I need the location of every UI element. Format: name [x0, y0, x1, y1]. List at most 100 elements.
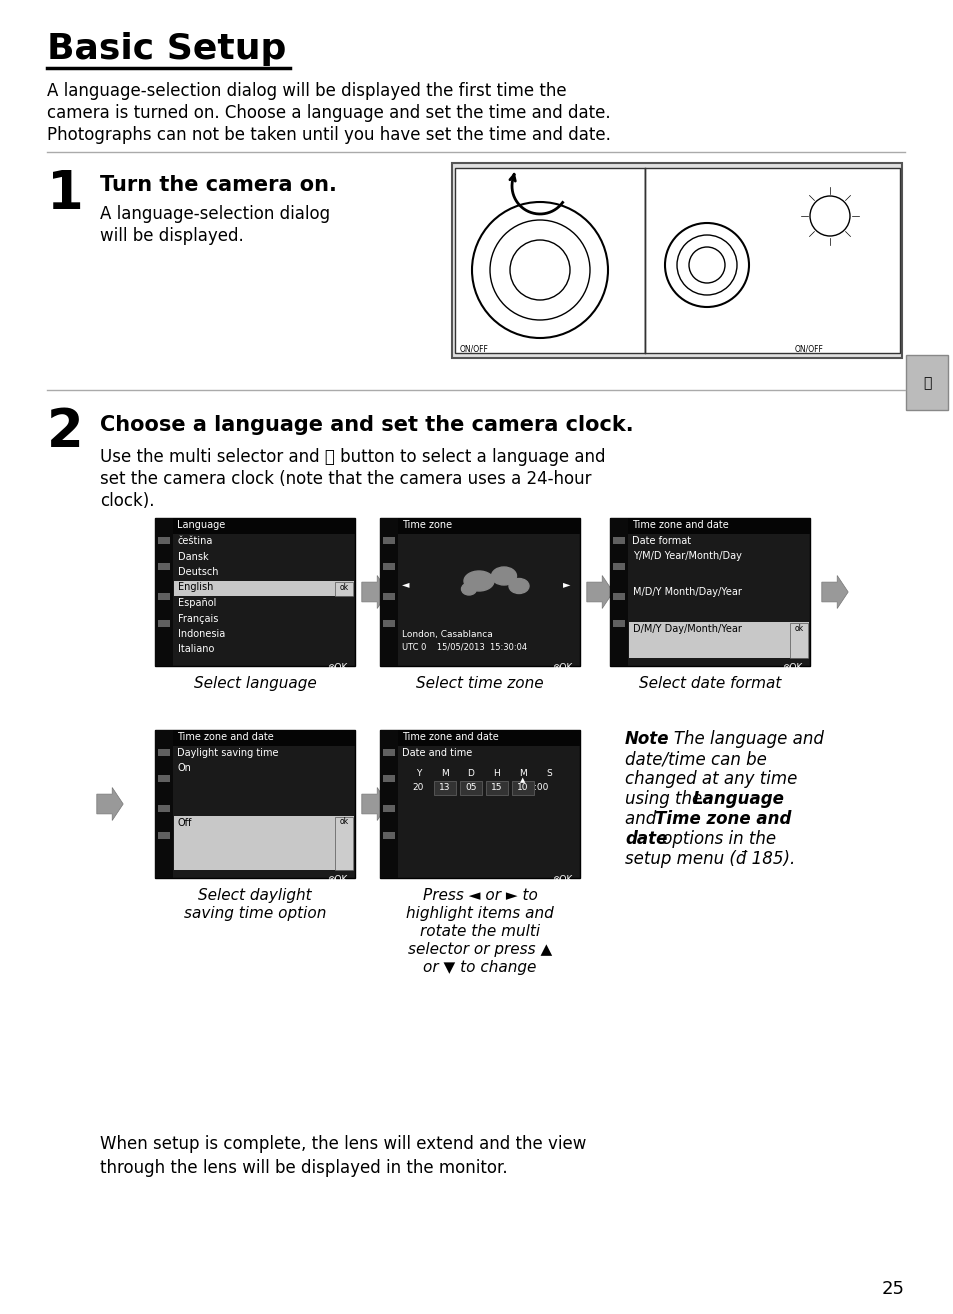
Text: will be displayed.: will be displayed. — [100, 227, 244, 244]
Bar — [459, 781, 481, 795]
Circle shape — [472, 202, 607, 338]
Bar — [382, 620, 395, 627]
Bar — [382, 749, 395, 756]
Text: camera is turned on. Choose a language and set the time and date.: camera is turned on. Choose a language a… — [47, 104, 610, 122]
Bar — [613, 536, 624, 544]
Bar — [382, 805, 395, 812]
Bar — [455, 168, 644, 353]
Text: 20: 20 — [412, 783, 423, 792]
Bar — [172, 518, 355, 533]
Bar — [789, 623, 807, 658]
Text: using the: using the — [624, 790, 707, 808]
Bar — [398, 533, 578, 628]
Bar — [158, 805, 170, 812]
Bar — [154, 518, 172, 666]
Bar — [485, 781, 507, 795]
Bar — [379, 518, 579, 666]
Text: 🎥: 🎥 — [922, 376, 930, 390]
Bar — [452, 163, 901, 357]
Text: Time zone and date: Time zone and date — [631, 520, 728, 530]
Text: through the lens will be displayed in the monitor.: through the lens will be displayed in th… — [100, 1159, 507, 1177]
Text: 25: 25 — [882, 1280, 904, 1298]
Text: čeština: čeština — [178, 536, 213, 547]
Text: Time zone and date: Time zone and date — [177, 732, 274, 742]
Bar — [613, 593, 624, 600]
Bar — [613, 620, 624, 627]
Text: On: On — [178, 763, 192, 773]
Polygon shape — [586, 576, 613, 608]
Text: 2: 2 — [47, 406, 84, 459]
Text: highlight items and: highlight items and — [406, 905, 554, 921]
Text: Español: Español — [178, 598, 216, 608]
Bar — [335, 582, 353, 597]
Bar — [905, 355, 947, 410]
Text: 15: 15 — [491, 783, 502, 792]
Text: Time zone and: Time zone and — [655, 809, 791, 828]
Text: Press ◄ or ► to: Press ◄ or ► to — [422, 888, 537, 903]
Text: Language: Language — [177, 520, 225, 530]
Ellipse shape — [461, 583, 476, 595]
Text: Note: Note — [624, 731, 669, 748]
Bar — [628, 622, 808, 658]
Text: A language-selection dialog will be displayed the first time the: A language-selection dialog will be disp… — [47, 81, 566, 100]
Text: 13: 13 — [438, 783, 450, 792]
Text: UTC 0    15/05/2013  15:30:04: UTC 0 15/05/2013 15:30:04 — [401, 643, 527, 652]
Bar — [382, 775, 395, 782]
Text: and: and — [624, 809, 660, 828]
Text: Select time zone: Select time zone — [416, 675, 543, 691]
Text: Select date format: Select date format — [639, 675, 781, 691]
Bar — [434, 781, 456, 795]
Bar — [158, 593, 170, 600]
Text: set the camera clock (note that the camera uses a 24-hour: set the camera clock (note that the came… — [100, 470, 591, 487]
Text: : The language and: : The language and — [662, 731, 823, 748]
Text: ⊗OK: ⊗OK — [327, 664, 347, 671]
Text: English: English — [178, 582, 213, 593]
Bar — [379, 731, 579, 878]
Bar — [154, 518, 355, 666]
Text: When setup is complete, the lens will extend and the view: When setup is complete, the lens will ex… — [100, 1135, 586, 1152]
Text: ⊗OK: ⊗OK — [781, 664, 801, 671]
Bar — [397, 731, 579, 746]
Text: saving time option: saving time option — [184, 905, 326, 921]
Bar — [172, 731, 355, 746]
Text: Off: Off — [178, 817, 193, 828]
Text: Date format: Date format — [631, 536, 690, 547]
Text: ok: ok — [794, 624, 802, 632]
Text: Choose a language and set the camera clock.: Choose a language and set the camera clo… — [100, 415, 633, 435]
Text: Français: Français — [178, 614, 218, 624]
Text: M/D/Y Month/Day/Year: M/D/Y Month/Day/Year — [633, 587, 741, 598]
Text: Language: Language — [692, 790, 784, 808]
Text: selector or press ▲: selector or press ▲ — [408, 942, 552, 957]
Bar — [154, 731, 172, 878]
Text: options in the: options in the — [657, 830, 776, 848]
Text: 05: 05 — [465, 783, 476, 792]
Bar — [627, 518, 809, 533]
Bar — [512, 781, 534, 795]
Polygon shape — [361, 787, 388, 820]
Text: ok: ok — [339, 817, 348, 827]
Text: date: date — [624, 830, 667, 848]
Bar — [382, 536, 395, 544]
Text: setup menu (đ 185).: setup menu (đ 185). — [624, 850, 795, 869]
Bar — [609, 518, 809, 666]
Text: Y: Y — [416, 769, 421, 778]
Text: Daylight saving time: Daylight saving time — [177, 748, 278, 758]
Text: A language-selection dialog: A language-selection dialog — [100, 205, 330, 223]
Text: changed at any time: changed at any time — [624, 770, 797, 788]
Text: 1: 1 — [47, 168, 84, 219]
Text: :00: :00 — [534, 783, 548, 792]
Text: date/time can be: date/time can be — [624, 750, 766, 767]
Text: 10: 10 — [517, 783, 528, 792]
Text: Indonesia: Indonesia — [178, 629, 225, 639]
Bar — [644, 168, 899, 353]
Bar — [382, 832, 395, 838]
Bar — [613, 564, 624, 570]
Text: Deutsch: Deutsch — [178, 568, 218, 577]
Text: ON/OFF: ON/OFF — [459, 346, 488, 353]
Text: M: M — [518, 769, 526, 778]
Text: M: M — [440, 769, 449, 778]
Bar — [379, 731, 397, 878]
Polygon shape — [821, 576, 847, 608]
Bar — [609, 518, 627, 666]
Text: ok: ok — [339, 582, 348, 591]
